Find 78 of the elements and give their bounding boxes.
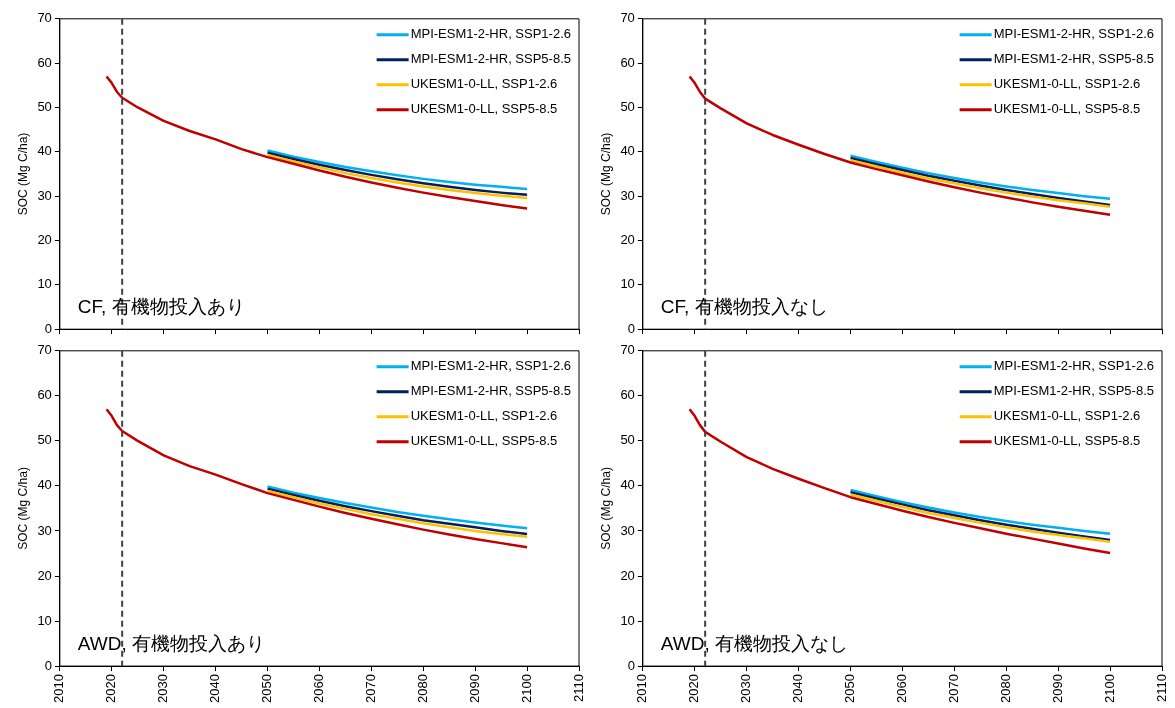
y-tick-label: 0 [44,320,52,336]
y-tick-label: 30 [620,522,635,538]
y-tick-label: 0 [627,320,635,336]
x-tick-label: 2110 [570,674,586,703]
legend-label: MPI-ESM1-2-HR, SSP1-2.6 [993,358,1154,374]
y-tick-label: 50 [37,99,52,115]
legend-label: UKESM1-0-LL, SSP1-2.6 [993,76,1141,92]
y-tick-label: 40 [37,143,52,159]
legend-label: MPI-ESM1-2-HR, SSP5-8.5 [410,383,571,399]
y-axis-title: SOC (Mg C/ha) [15,132,30,216]
y-axis-title: SOC (Mg C/ha) [598,467,613,550]
y-tick-label: 30 [37,522,52,538]
legend-label: MPI-ESM1-2-HR, SSP5-8.5 [410,51,571,67]
legend-label: UKESM1-0-LL, SSP5-8.5 [410,101,558,117]
x-tick-label: 2110 [1153,674,1169,703]
y-tick-label: 60 [37,387,52,403]
y-tick-label: 10 [620,276,635,292]
x-tick-label: 2060 [311,674,327,703]
x-tick-label: 2100 [1101,674,1117,703]
y-tick-label: 30 [37,187,52,203]
y-tick-label: 10 [620,612,635,628]
legend-label: UKESM1-0-LL, SSP5-8.5 [993,433,1141,449]
legend-label: UKESM1-0-LL, SSP1-2.6 [993,408,1141,424]
y-tick-label: 50 [37,432,52,448]
y-axis-title: SOC (Mg C/ha) [15,467,30,550]
legend-label: UKESM1-0-LL, SSP5-8.5 [993,101,1141,117]
x-tick-label: 2010 [634,674,650,703]
y-tick-label: 70 [37,342,52,358]
y-tick-label: 60 [37,54,52,70]
x-tick-label: 2060 [894,674,910,703]
y-tick-label: 20 [620,232,635,248]
legend-label: MPI-ESM1-2-HR, SSP1-2.6 [410,358,571,374]
y-tick-label: 0 [44,657,52,673]
y-tick-label: 20 [37,232,52,248]
x-tick-label: 2080 [414,674,430,703]
y-tick-label: 50 [620,432,635,448]
legend-label: MPI-ESM1-2-HR, SSP1-2.6 [993,26,1154,42]
y-tick-label: 40 [620,143,635,159]
y-tick-label: 70 [620,10,635,26]
x-tick-label: 2100 [518,674,534,703]
x-tick-label: 2050 [842,674,858,703]
legend-label: UKESM1-0-LL, SSP1-2.6 [410,76,558,92]
annotation: CF, 有機物投入あり [77,296,245,318]
legend-label: MPI-ESM1-2-HR, SSP1-2.6 [410,26,571,42]
y-tick-label: 30 [620,187,635,203]
x-tick-label: 2030 [155,674,171,703]
y-tick-label: 70 [37,10,52,26]
legend-label: UKESM1-0-LL, SSP1-2.6 [410,408,558,424]
y-tick-label: 20 [37,567,52,583]
x-tick-label: 2020 [686,674,702,703]
y-tick-label: 60 [620,54,635,70]
y-tick-label: 10 [37,612,52,628]
x-tick-label: 2020 [103,674,119,703]
x-tick-label: 2010 [51,674,67,703]
legend-label: UKESM1-0-LL, SSP5-8.5 [410,433,558,449]
y-tick-label: 60 [620,387,635,403]
x-tick-label: 2050 [259,674,275,703]
x-tick-label: 2070 [945,674,961,703]
annotation: CF, 有機物投入なし [660,296,828,318]
x-tick-label: 2030 [738,674,754,703]
y-tick-label: 20 [620,567,635,583]
y-axis-title: SOC (Mg C/ha) [598,132,613,216]
y-tick-label: 70 [620,342,635,358]
legend-label: MPI-ESM1-2-HR, SSP5-8.5 [993,383,1154,399]
y-tick-label: 0 [627,657,635,673]
annotation: AWD, 有機物投入あり [77,633,266,655]
x-tick-label: 2090 [1049,674,1065,703]
y-tick-label: 10 [37,276,52,292]
x-tick-label: 2040 [207,674,223,703]
legend-label: MPI-ESM1-2-HR, SSP5-8.5 [993,51,1154,67]
x-tick-label: 2080 [997,674,1013,703]
x-tick-label: 2040 [790,674,806,703]
y-tick-label: 40 [37,477,52,493]
annotation: AWD, 有機物投入なし [660,633,849,655]
x-tick-label: 2090 [466,674,482,703]
y-tick-label: 40 [620,477,635,493]
x-tick-label: 2070 [362,674,378,703]
y-tick-label: 50 [620,99,635,115]
